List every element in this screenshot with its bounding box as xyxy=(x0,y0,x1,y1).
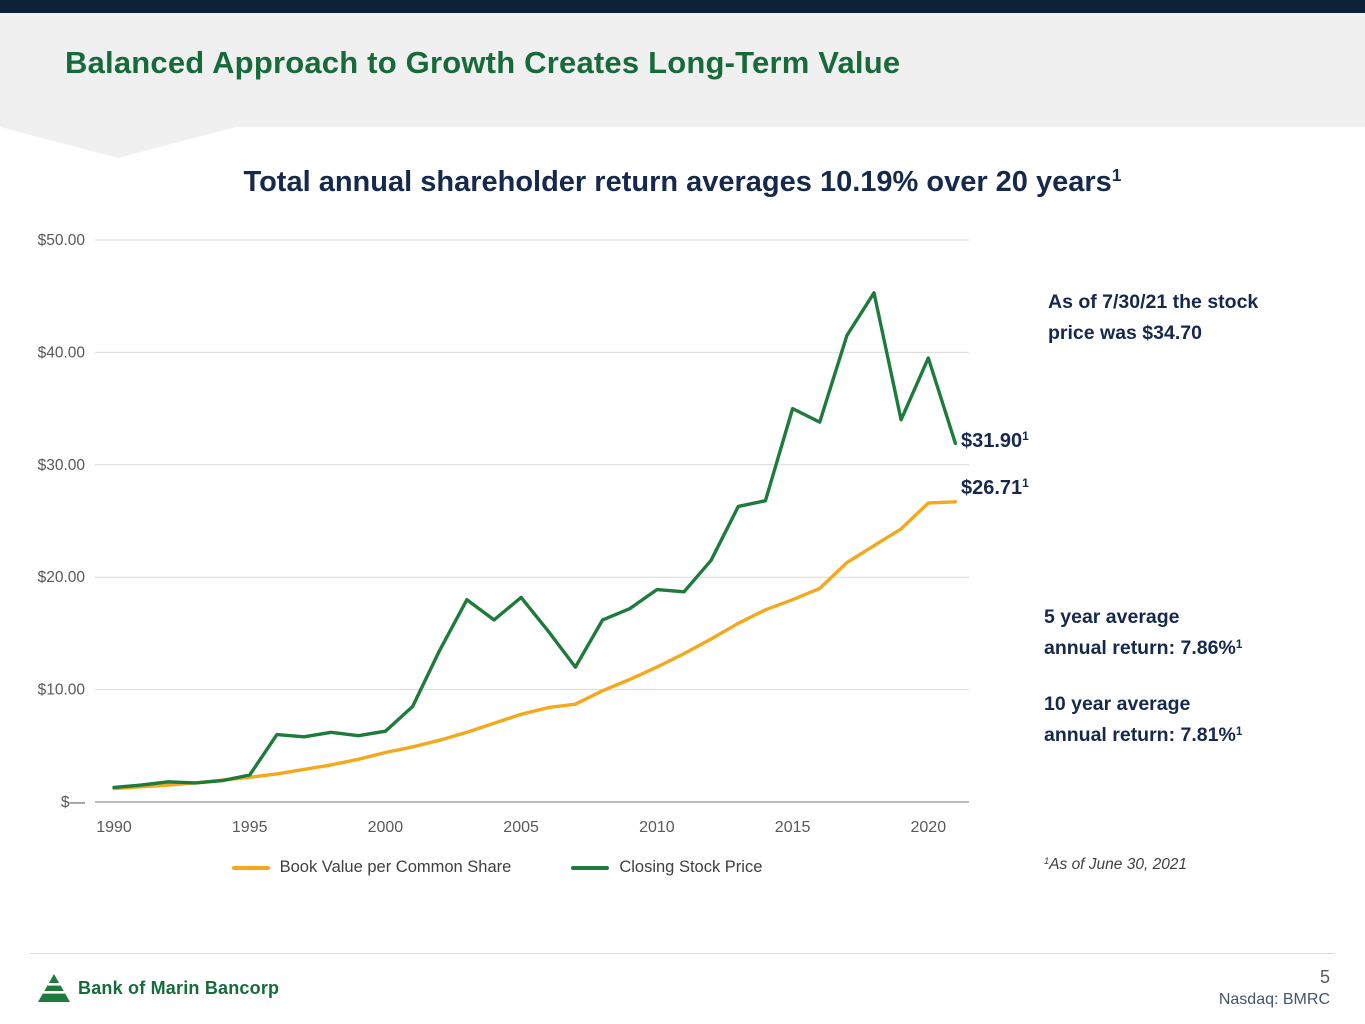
chart-legend: Book Value per Common Share Closing Stoc… xyxy=(17,858,977,877)
five-year-return-value: annual return: 7.86% xyxy=(1044,637,1236,660)
chart-title-text: Total annual shareholder return averages… xyxy=(243,166,1112,198)
page-info: 5 Nasdaq: BMRC xyxy=(1219,966,1330,1012)
legend-label-book-value: Book Value per Common Share xyxy=(279,858,512,876)
x-tick-label: 2020 xyxy=(911,819,947,836)
y-tick-label: $40.00 xyxy=(38,344,86,361)
legend-item-stock-price: Closing Stock Price xyxy=(571,858,762,877)
stock-price-swatch-icon xyxy=(571,865,610,870)
stock-end-superscript: 1 xyxy=(1022,429,1029,444)
closing-stock-price-line xyxy=(112,291,958,790)
y-tick-label: $50.00 xyxy=(38,232,86,249)
y-tick-label: $30.00 xyxy=(38,457,86,474)
y-tick-label: $20.00 xyxy=(38,569,86,586)
legend-item-book-value: Book Value per Common Share xyxy=(231,858,512,877)
x-tick-label: 2005 xyxy=(503,819,539,836)
as-of-note-line1: As of 7/30/21 the stock xyxy=(1048,291,1259,313)
y-tick-label: $10.00 xyxy=(38,682,86,699)
book-end-superscript: 1 xyxy=(1022,476,1029,491)
logo-triangle-icon xyxy=(38,974,70,1002)
x-tick-label: 2010 xyxy=(639,819,675,836)
top-accent-bar xyxy=(0,0,1365,13)
book-end-value: $26.71 xyxy=(961,477,1023,499)
header-notch-shape xyxy=(0,127,236,158)
five-year-return-note: 5 year average annual return: 7.86%1 xyxy=(1044,602,1324,664)
ten-year-line2: annual return: 7.81%1 xyxy=(1044,720,1324,751)
line-chart-canvas: $— $10.00 $20.00 $30.00 $40.00 $50.00 1990 1995… xyxy=(38,232,969,836)
footnote: 1As of June 30, 2021 xyxy=(1044,856,1187,874)
company-logo: Bank of Marin Bancorp xyxy=(38,974,279,1002)
book-value-per-common-share-line xyxy=(112,500,958,791)
chart-title: Total annual shareholder return averages… xyxy=(0,165,1365,199)
book-value-swatch-icon xyxy=(231,865,270,870)
stock-end-value: $31.90 xyxy=(961,430,1023,452)
current-stock-price-note: As of 7/30/21 the stock price was $34.70 xyxy=(1048,287,1328,349)
shareholder-return-chart: $— $10.00 $20.00 $30.00 $40.00 $50.00 1990 1995… xyxy=(17,228,977,848)
header-band xyxy=(0,13,1365,127)
slide-title: Balanced Approach to Growth Creates Long… xyxy=(65,45,901,80)
chart-title-superscript: 1 xyxy=(1111,165,1122,186)
as-of-note-line2: price was $34.70 xyxy=(1048,322,1202,345)
five-year-line1: 5 year average xyxy=(1044,606,1180,628)
book-value-end-label: $26.711 xyxy=(961,476,1029,500)
page-number: 5 xyxy=(1319,967,1330,987)
x-tick-label: 2000 xyxy=(368,819,404,836)
five-year-superscript: 1 xyxy=(1235,637,1243,651)
footnote-superscript: 1 xyxy=(1044,855,1050,866)
ten-year-line1: 10 year average xyxy=(1044,693,1191,715)
five-year-line2: annual return: 7.86%1 xyxy=(1044,633,1324,664)
x-tick-label: 1990 xyxy=(96,819,132,836)
ticker-label: Nasdaq: BMRC xyxy=(1218,991,1330,1009)
footnote-text: As of June 30, 2021 xyxy=(1049,856,1188,873)
ten-year-return-note: 10 year average annual return: 7.81%1 xyxy=(1044,689,1324,751)
stock-price-end-label: $31.901 xyxy=(961,429,1029,453)
x-tick-label: 2015 xyxy=(775,819,811,836)
legend-label-stock-price: Closing Stock Price xyxy=(619,858,763,876)
logo-text: Bank of Marin Bancorp xyxy=(78,977,280,998)
y-tick-label: $— xyxy=(61,794,86,811)
ten-year-return-value: annual return: 7.81% xyxy=(1044,724,1236,747)
ten-year-superscript: 1 xyxy=(1235,724,1243,738)
x-tick-label: 1995 xyxy=(232,819,268,836)
footer-divider xyxy=(30,953,1335,954)
